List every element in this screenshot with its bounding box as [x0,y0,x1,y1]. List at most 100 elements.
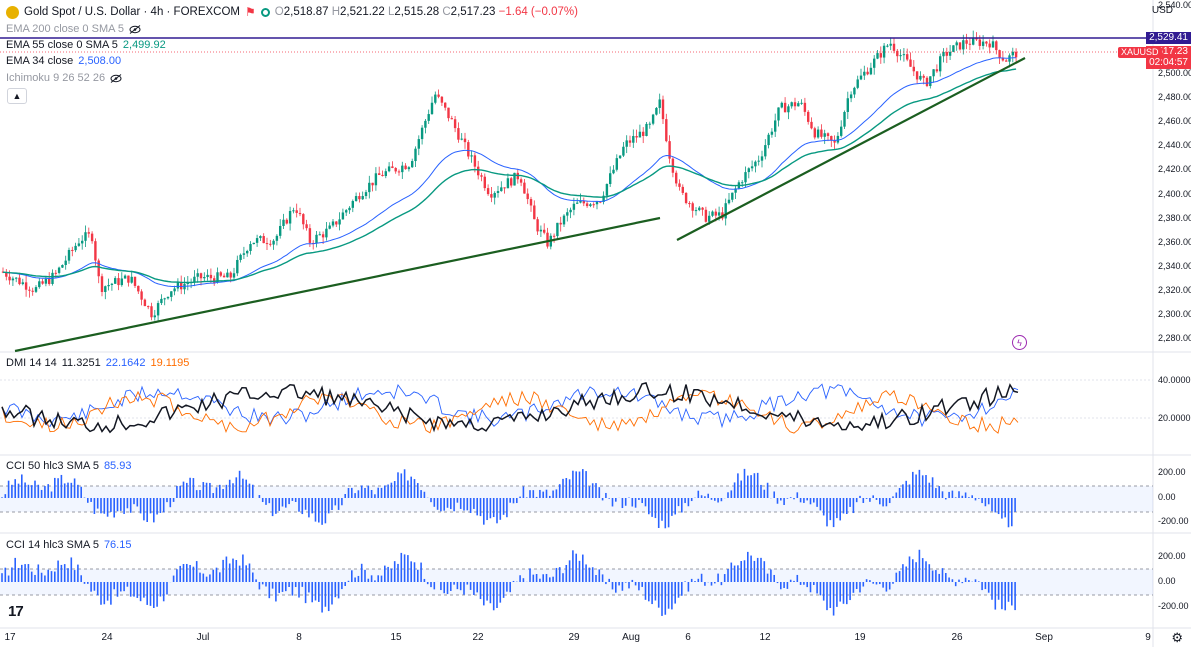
candle-body [28,289,31,291]
collapse-legend-button[interactable]: ▲ [7,88,27,104]
candle-body [8,276,11,281]
dmi-axis-tick: 40.0000 [1158,375,1191,385]
candle-body [958,42,962,50]
candle-body [1014,51,1018,58]
candle-body [823,133,826,137]
candle-body [110,283,114,285]
candle-body [546,232,549,247]
candle-body [754,161,757,167]
candle-body [724,203,727,219]
candle-body [384,171,387,177]
candle-body [955,42,958,46]
resistance-price-tag: 2,529.41 [1146,32,1191,44]
candle-body [288,211,292,224]
candle-body [833,140,836,143]
candle-body [912,66,915,72]
candle-body [292,210,295,212]
candle-body [694,210,698,212]
candle-body [668,141,671,159]
ema200-legend[interactable]: EMA 200 close 0 SMA 5 [6,23,141,35]
candle-body [622,146,625,156]
candle-body [589,204,592,207]
candle-body [147,306,150,308]
candle-body [209,274,213,279]
candle-body [127,275,130,283]
cci50-legend[interactable]: CCI 50 hlc3 SMA 5 85.93 [6,460,132,472]
candle-body [873,58,876,68]
candle-body [414,148,417,162]
eye-off-icon[interactable] [110,73,122,83]
candle-body [787,106,790,113]
candle-body [123,275,127,279]
candle-body [576,202,579,204]
candle-body [104,286,107,292]
dmi-adx-line [1,381,1019,434]
gear-icon[interactable]: ⚙ [1171,630,1183,645]
candle-body [480,175,483,177]
candle-body [684,192,688,204]
candle-body [61,265,64,268]
candle-body [569,209,572,213]
time-axis-tick: 26 [951,632,963,643]
candle-body [5,272,8,277]
candle-body [170,291,173,297]
candle-body [962,40,965,50]
candle-body [744,172,747,183]
ema55-legend[interactable]: EMA 55 close 0 SMA 5 2,499.92 [6,39,166,51]
candle-body [44,278,48,284]
candle-body [262,236,265,244]
candle-body [849,94,853,99]
candle-body [978,39,981,46]
candle-body [140,291,143,300]
candle-body [886,45,889,47]
dmi-legend[interactable]: DMI 14 14 11.3251 22.1642 19.1195 [6,357,190,369]
lightning-icon[interactable]: ϟ [1012,335,1027,350]
candle-body [219,272,222,276]
candle-body [216,272,219,283]
candle-body [906,54,909,60]
candle-body [889,43,892,46]
candle-body [114,278,117,284]
dmi-minus-di-line [1,389,1019,434]
ema34-legend[interactable]: EMA 34 close 2,508.00 [6,55,122,67]
gold-symbol-icon [6,5,19,19]
candle-body [790,102,793,107]
candle-body [764,145,767,157]
candle-body [681,186,684,193]
candle-body [585,203,589,207]
candle-body [543,229,546,233]
candle-body [193,276,196,283]
candle-body [90,233,94,242]
price-axis-tick: 2,480.00 [1158,92,1191,102]
candle-body [919,75,922,80]
candle-body [150,306,153,318]
candle-body [678,183,681,187]
candle-body [922,75,925,78]
candle-body [341,212,345,220]
candle-body [272,240,275,245]
candle-body [394,167,397,172]
tradingview-logo-icon[interactable]: 17 [8,603,24,620]
candle-body [71,249,74,251]
flag-icon[interactable]: ⚑ [245,5,256,19]
candle-body [420,127,424,140]
cci14-legend[interactable]: CCI 14 hlc3 SMA 5 76.15 [6,539,132,551]
symbol-header[interactable]: Gold Spot / U.S. Dollar · 4h · FOREXCOM … [6,4,578,20]
candle-body [64,260,67,266]
candle-body [780,102,783,108]
eye-off-icon[interactable] [129,24,141,34]
candle-body [81,240,84,244]
candle-body [163,298,166,300]
currency-label[interactable]: USD [1151,5,1173,16]
symbol-title[interactable]: Gold Spot / U.S. Dollar · 4h · FOREXCOM [24,6,241,18]
candle-body [255,238,259,243]
time-axis-tick: 24 [101,632,113,643]
candle-body [467,142,470,157]
ichimoku-legend[interactable]: Ichimoku 9 26 52 26 [6,72,122,84]
time-axis-tick: Sep [1035,632,1053,643]
candle-body [807,111,810,122]
price-axis-tick: 2,340.00 [1158,261,1191,271]
candle-body [259,236,262,239]
candle-body [612,169,615,174]
